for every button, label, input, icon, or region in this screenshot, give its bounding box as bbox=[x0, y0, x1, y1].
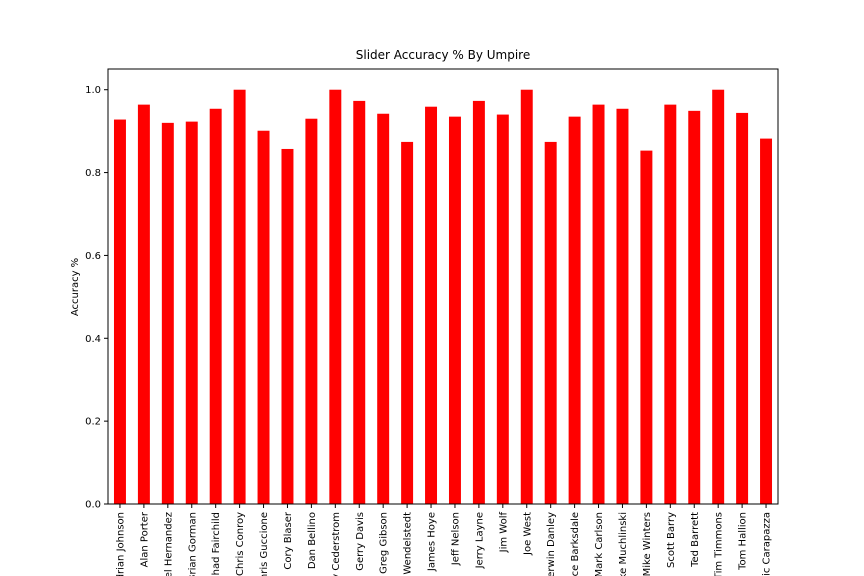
bar bbox=[401, 141, 414, 504]
x-tick-label: Scott Barry bbox=[666, 512, 677, 568]
y-tick-label: 0.0 bbox=[85, 500, 101, 511]
x-tick-label: Dan Bellino bbox=[307, 512, 318, 569]
x-tick-label: Brian Gorman bbox=[187, 512, 198, 576]
x-tick-label: Tim Timmons bbox=[714, 512, 725, 576]
bar bbox=[592, 104, 605, 504]
bar bbox=[209, 108, 222, 505]
x-tick-label: Tom Hallion bbox=[738, 512, 749, 571]
bar bbox=[329, 89, 342, 504]
x-tick-label: Chris Guccione bbox=[259, 512, 270, 576]
bar bbox=[257, 130, 270, 504]
x-tick-label: Gerry Davis bbox=[355, 512, 366, 571]
y-tick-label: 1.0 bbox=[85, 85, 101, 96]
bar bbox=[688, 110, 701, 504]
bar bbox=[568, 116, 581, 505]
x-tick-label: James Hoye bbox=[427, 512, 438, 572]
plot-frame bbox=[107, 68, 779, 505]
bar bbox=[448, 116, 461, 505]
x-tick-label: Jim Wolf bbox=[498, 512, 509, 554]
y-tick-label: 0.8 bbox=[85, 168, 101, 179]
x-tick-label: Lance Barksdale bbox=[570, 512, 581, 576]
x-tick-label: Hunter Wendelstedt bbox=[403, 512, 414, 576]
bar bbox=[377, 113, 390, 504]
x-tick-label: Jerry Layne bbox=[474, 512, 485, 569]
bar bbox=[616, 108, 629, 505]
bar bbox=[472, 100, 485, 505]
x-tick-label: Chad Fairchild bbox=[211, 512, 222, 576]
x-tick-label: Mike Muchlinski bbox=[618, 512, 629, 576]
chart-title: Slider Accuracy % By Umpire bbox=[356, 48, 530, 62]
x-tick-label: Vic Carapazza bbox=[762, 512, 773, 576]
x-tick-label: Alan Porter bbox=[139, 511, 150, 567]
x-tick-label: Angel Hernandez bbox=[163, 512, 174, 576]
x-tick-label: Joe West bbox=[522, 512, 533, 556]
bar bbox=[233, 89, 246, 504]
bar bbox=[305, 118, 318, 504]
y-tick-label: 0.2 bbox=[85, 417, 101, 428]
bar bbox=[520, 89, 533, 504]
bar bbox=[496, 114, 509, 505]
bar bbox=[760, 138, 773, 504]
bar bbox=[425, 106, 438, 504]
bar bbox=[712, 89, 725, 504]
y-axis-label: Accuracy % bbox=[70, 258, 81, 316]
bar bbox=[664, 104, 677, 504]
bar bbox=[161, 122, 174, 504]
x-tick-label: Gary Cederstrom bbox=[331, 512, 342, 576]
x-tick-label: Greg Gibson bbox=[379, 512, 390, 574]
bar bbox=[544, 141, 557, 504]
x-tick-label: Mike Winters bbox=[642, 512, 653, 576]
bar bbox=[736, 112, 749, 505]
bar bbox=[137, 104, 150, 504]
x-tick-label: Cory Blaser bbox=[283, 511, 294, 569]
bar bbox=[185, 121, 198, 504]
y-tick-label: 0.4 bbox=[85, 334, 101, 345]
bar bbox=[281, 148, 294, 504]
x-tick-label: Jeff Nelson bbox=[450, 512, 461, 566]
y-tick-label: 0.6 bbox=[85, 251, 101, 262]
bar bbox=[640, 150, 653, 504]
x-tick-label: Kerwin Danley bbox=[546, 512, 557, 576]
bar bbox=[113, 119, 126, 505]
x-tick-label: Ted Barrett bbox=[690, 512, 701, 568]
x-tick-label: Adrian Johnson bbox=[115, 512, 126, 576]
x-tick-label: Mark Carlson bbox=[594, 512, 605, 576]
x-tick-label: Chris Conroy bbox=[235, 512, 246, 576]
bar bbox=[353, 100, 366, 505]
